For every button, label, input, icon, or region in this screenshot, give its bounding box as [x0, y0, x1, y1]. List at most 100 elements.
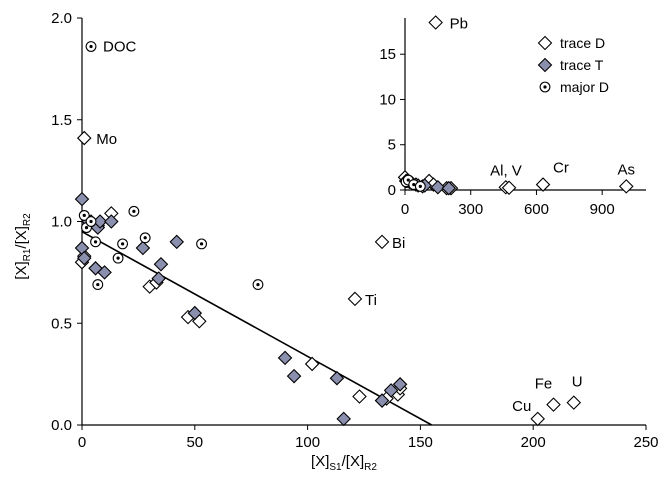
inset-x-tick-label: 0: [401, 201, 409, 218]
inset-x-tick-label: 300: [458, 201, 483, 218]
point-annotation: Mo: [96, 131, 117, 148]
inset-point-annotation: Cr: [553, 160, 569, 177]
data-point: [352, 389, 367, 404]
data-point: [329, 370, 345, 386]
data-point: [546, 397, 561, 412]
data-point: [90, 236, 101, 248]
point-annotation: U: [572, 374, 583, 391]
inset-data-point: [428, 15, 443, 30]
data-point: [566, 395, 582, 410]
data-point: [392, 377, 408, 392]
y-axis-title-part: /[X]: [13, 226, 30, 249]
main-plot: 0 50 100 150 200 2500.00.51.01.52.0[X]S1/[X]R…: [13, 10, 659, 473]
inset-point-annotation: As: [618, 161, 636, 178]
circle-center-dot: [89, 219, 93, 224]
series-circle-dot: [78, 41, 264, 291]
legend-marker: [537, 57, 553, 73]
x-axis-title-part: S1: [329, 462, 342, 473]
x-axis-title-part: [X]: [311, 453, 329, 470]
data-point: [76, 130, 92, 146]
legend-marker: [537, 35, 553, 51]
data-point: [112, 252, 124, 264]
circle-center-dot: [82, 213, 86, 217]
data-point: [169, 234, 185, 250]
circle-center-dot: [89, 44, 93, 49]
circle-center-dot: [143, 236, 147, 240]
data-point: [151, 271, 166, 286]
inset-plot: 0 300 600 900 0 5 10 15 Pb Al, V Cr As: [379, 15, 646, 218]
x-tick-label: 0: [78, 434, 86, 451]
y-axis-title-part: R2: [22, 213, 33, 226]
inset-point-annotation: Pb: [450, 16, 468, 33]
inset-point-annotation: Al, V: [490, 162, 522, 179]
inset-y-tick-label: 10: [379, 91, 396, 108]
circle-center-dot: [93, 240, 98, 244]
y-tick-label: 1.0: [51, 214, 72, 231]
legend-label: trace D: [560, 35, 605, 51]
point-annotation: Bi: [392, 235, 405, 252]
x-tick-label: 200: [521, 434, 546, 451]
data-point: [92, 279, 104, 291]
y-tick-label: 0.5: [51, 315, 72, 332]
x-axis-title-part: /[X]: [342, 453, 365, 470]
legend: trace D trace T major D: [537, 35, 609, 95]
circle-center-dot: [406, 178, 410, 182]
inset-y-tick-label: 15: [379, 46, 396, 63]
circle-center-dot: [418, 184, 422, 188]
legend-label: major D: [560, 79, 609, 95]
data-point: [74, 191, 90, 207]
circle-center-dot: [84, 226, 89, 230]
data-point: [277, 350, 293, 366]
y-axis-title: [X]R1/[X]R2: [13, 213, 33, 280]
y-tick-label: 0.0: [51, 417, 72, 434]
data-point: [347, 291, 363, 307]
data-point: [374, 234, 390, 250]
data-point: [85, 41, 97, 52]
y-tick-label: 2.0: [51, 10, 72, 27]
circle-center-dot: [412, 182, 416, 187]
data-point: [336, 411, 351, 427]
circle-center-dot: [256, 282, 260, 287]
circle-center-dot: [116, 256, 120, 260]
y-tick-label: 1.5: [51, 112, 72, 129]
legend-marker: [539, 81, 551, 93]
inset-data-point: [441, 180, 457, 196]
data-point: [286, 368, 302, 384]
data-point: [78, 209, 90, 221]
data-point: [374, 393, 390, 408]
data-point: [187, 305, 203, 321]
x-axis-title-part: R2: [364, 462, 377, 473]
data-point: [135, 240, 151, 256]
data-point: [104, 214, 119, 229]
data-point: [153, 256, 169, 272]
inset-data-point: [535, 177, 551, 192]
inset-data-point: [501, 180, 517, 196]
inset-data-point: [619, 179, 634, 194]
regression-line: [81, 230, 433, 426]
data-point: [128, 205, 140, 217]
inset-data-point: [430, 180, 446, 195]
x-tick-label: 50: [186, 434, 203, 451]
circle-center-dot: [199, 242, 204, 246]
point-annotation: Cu: [512, 398, 531, 415]
inset-series-circle-dot: [400, 174, 426, 192]
y-axis-title-part: R1: [22, 248, 33, 261]
inset-y-tick-label: 5: [388, 137, 396, 154]
x-tick-label: 250: [633, 434, 658, 451]
series-diamond-filled: [74, 191, 408, 427]
x-tick-label: 150: [408, 434, 433, 451]
x-axis-title: [X]S1/[X]R2: [311, 453, 377, 473]
data-point: [252, 279, 264, 291]
data-point: [196, 238, 207, 250]
inset-data-point: [414, 180, 426, 192]
inset-x-tick-label: 600: [524, 201, 549, 218]
data-point: [76, 250, 92, 266]
data-point: [97, 265, 112, 280]
inset-x-tick-label: 900: [590, 201, 615, 218]
circle-center-dot: [543, 85, 547, 89]
x-tick-label: 100: [295, 434, 320, 451]
point-annotation: Fe: [535, 376, 553, 393]
data-point: [383, 383, 399, 398]
data-point: [530, 411, 545, 427]
